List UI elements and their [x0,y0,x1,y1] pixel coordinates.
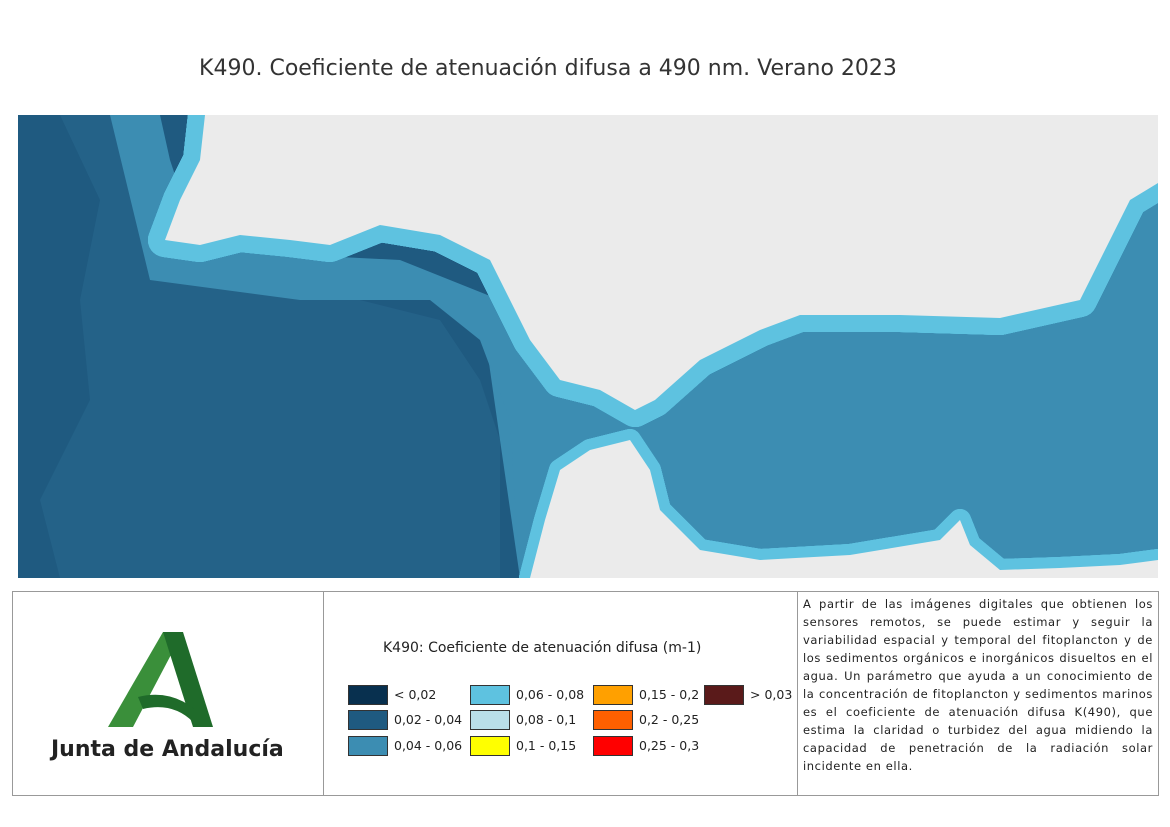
legend-swatch [348,685,388,705]
legend-title: K490: Coeficiente de atenuación difusa (… [383,640,702,656]
sea-coastal [110,115,560,578]
legend-swatch [470,710,510,730]
legend-label: 0,04 - 0,06 [394,738,463,753]
sea-mid [40,115,500,578]
legend-label: 0,02 - 0,04 [394,712,463,727]
info-box: Junta de Andalucía K490: Coeficiente de … [12,591,1159,796]
legend-swatch [348,736,388,756]
legend-label: > 0,03 [750,687,793,702]
legend-label: 0,1 - 0,15 [516,738,577,753]
legend-swatch [470,736,510,756]
legend-label: 0,06 - 0,08 [516,687,585,702]
legend-swatch [348,710,388,730]
legend-label: 0,25 - 0,3 [639,738,700,753]
legend-swatch [593,685,633,705]
map-title: K490. Coeficiente de atenuación difusa a… [199,56,897,81]
logo-text: Junta de Andalucía [51,737,284,762]
logo-mark [108,632,213,727]
legend-label: 0,08 - 0,1 [516,712,577,727]
legend-swatch [593,736,633,756]
description: A partir de las imágenes digitales que o… [803,597,1153,773]
spain-coast [148,115,1158,427]
map [18,115,1158,578]
morocco-coast [519,429,1158,578]
legend-swatch [593,710,633,730]
legend-label: 0,15 - 0,2 [639,687,700,702]
legend-label: < 0,02 [394,687,437,702]
legend-swatch [470,685,510,705]
legend-label: 0,2 - 0,25 [639,712,700,727]
legend-swatch [704,685,744,705]
